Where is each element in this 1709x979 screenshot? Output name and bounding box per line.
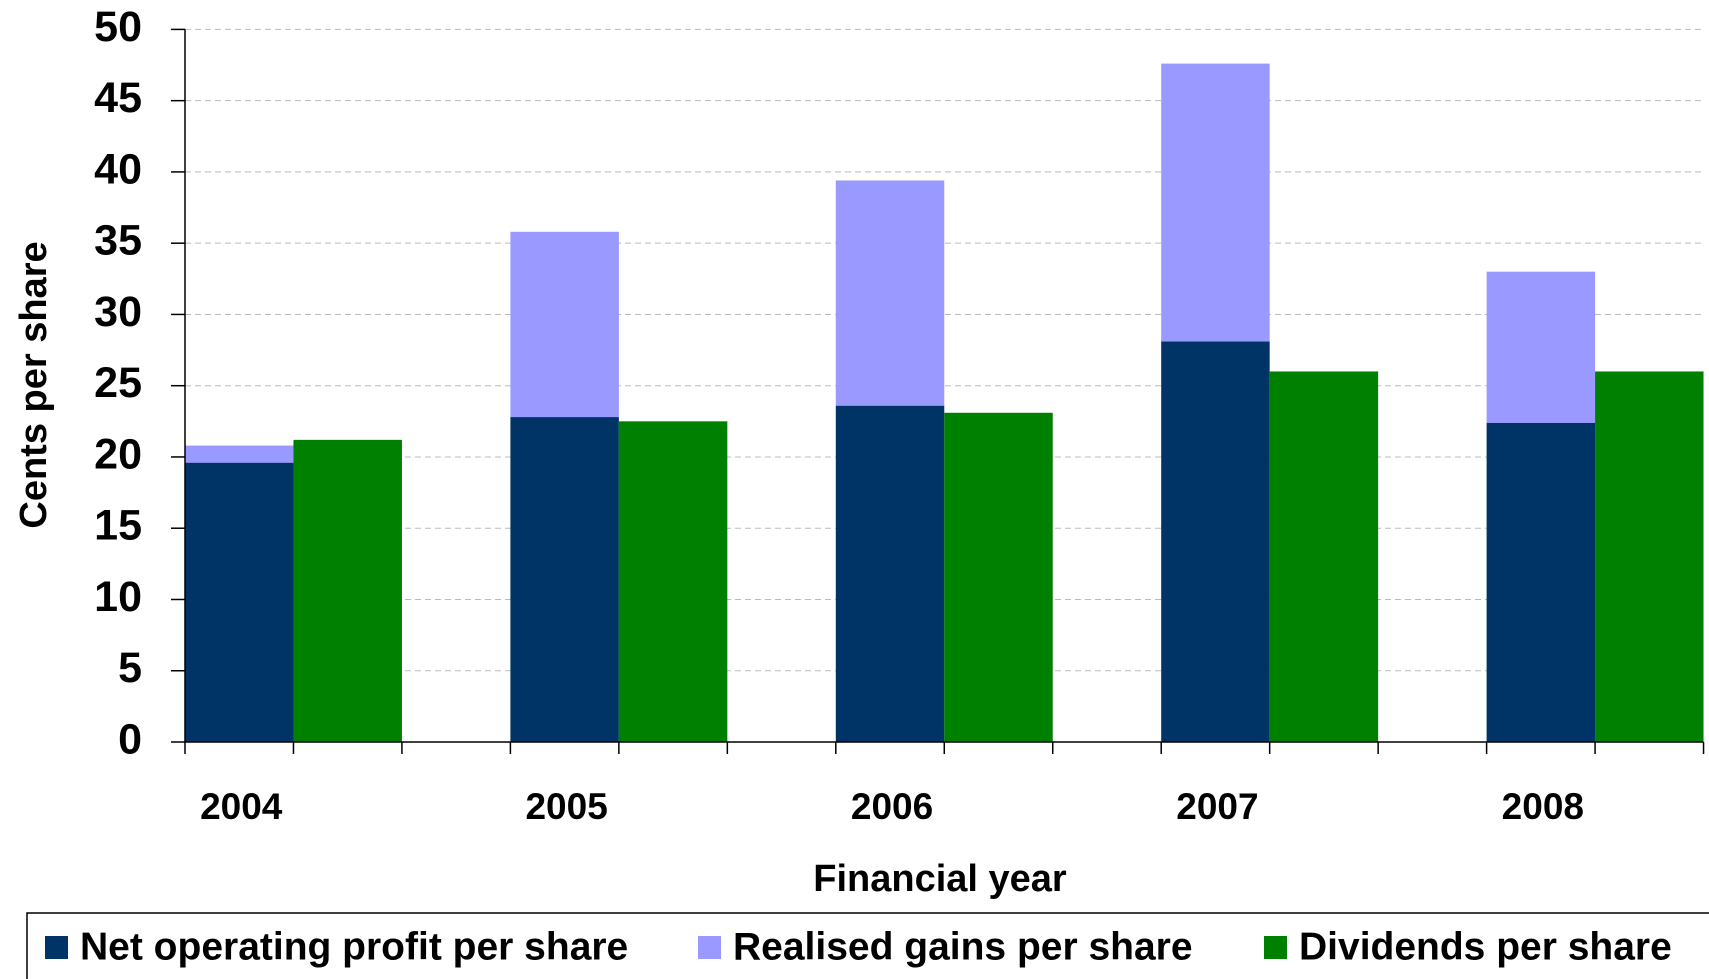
bar	[1161, 63, 1270, 342]
y-tick-label: 45	[94, 74, 142, 122]
bar	[1486, 422, 1596, 742]
legend-label: Dividends per share	[1299, 925, 1672, 968]
y-axis-title: Cents per share	[13, 241, 55, 528]
legend-swatch	[698, 936, 721, 959]
y-tick-label: 50	[94, 3, 142, 51]
x-tick-label: 2007	[1176, 786, 1258, 827]
x-tick-label: 2008	[1502, 786, 1584, 827]
legend-swatch	[1264, 936, 1287, 959]
x-tick-label: 2005	[525, 786, 607, 827]
bar	[835, 405, 945, 742]
legend-swatch	[45, 936, 68, 959]
bar	[293, 439, 402, 742]
y-tick-label: 20	[94, 430, 142, 478]
bar	[944, 412, 1053, 742]
bar	[1486, 271, 1596, 423]
x-tick-label: 2006	[851, 786, 933, 827]
legend-label: Realised gains per share	[733, 925, 1193, 968]
bar	[510, 417, 619, 742]
x-tick-label: 2004	[200, 786, 283, 827]
y-tick-label: 15	[94, 502, 142, 550]
bar	[510, 231, 619, 418]
bar	[185, 462, 294, 742]
bar	[185, 445, 294, 463]
bar	[1269, 371, 1379, 742]
y-tick-label: 35	[94, 217, 142, 265]
bar	[1595, 371, 1704, 742]
y-tick-label: 10	[94, 573, 142, 621]
x-axis-title: Financial year	[813, 858, 1067, 900]
legend-box	[26, 912, 1709, 979]
y-tick-label: 5	[118, 644, 142, 692]
legend-label: Net operating profit per share	[80, 925, 628, 968]
y-tick-label: 25	[94, 359, 142, 407]
bar	[1161, 341, 1270, 742]
y-tick-label: 0	[118, 715, 142, 763]
y-tick-label: 30	[94, 288, 142, 336]
y-tick-label: 40	[94, 145, 142, 193]
bar	[618, 421, 728, 742]
bar	[835, 180, 945, 406]
